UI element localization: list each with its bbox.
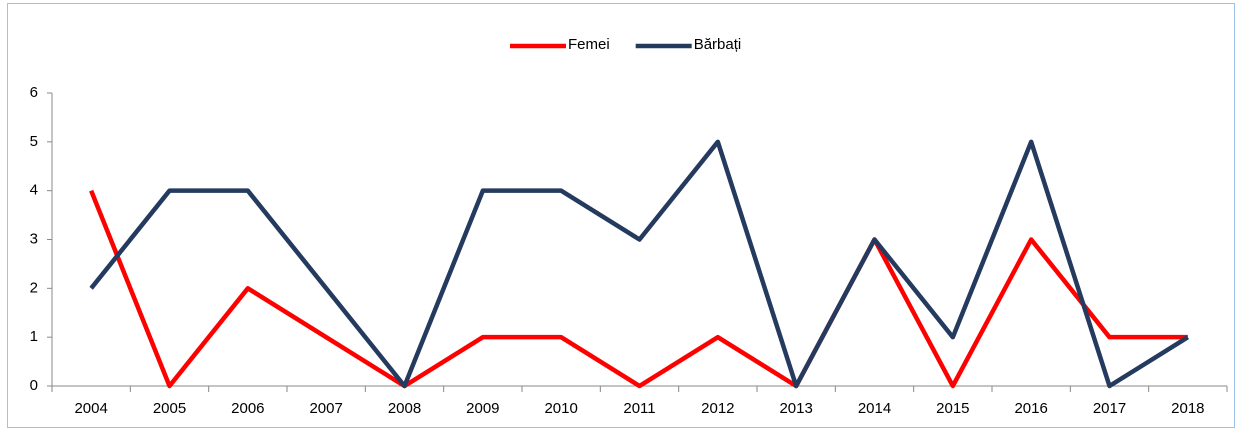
x-tick-label: 2006 (231, 400, 264, 417)
series-line (89, 189, 1188, 389)
legend-label: Bărbați (694, 36, 742, 53)
y-tick-label: 0 (30, 377, 38, 394)
legend-label: Femei (568, 36, 610, 53)
series-line (89, 139, 1190, 389)
x-tick-label: 2011 (623, 400, 655, 417)
chart-frame (7, 3, 1235, 428)
y-tick-label: 6 (30, 84, 38, 101)
x-tick-label: 2008 (388, 400, 421, 417)
x-tick-label: 2007 (309, 400, 342, 417)
x-tick-label: 2016 (1014, 400, 1047, 417)
x-tick-label: 2018 (1171, 400, 1204, 417)
x-tick-label: 2014 (858, 400, 891, 417)
x-tick-label: 2012 (701, 400, 734, 417)
x-tick-label: 2015 (936, 400, 969, 417)
y-tick-label: 2 (30, 279, 38, 296)
x-tick-label: 2013 (779, 400, 812, 417)
x-tick-label: 2004 (74, 400, 107, 417)
y-tick-label: 3 (30, 230, 38, 247)
x-tick-label: 2010 (544, 400, 577, 417)
y-tick-label: 4 (30, 182, 38, 199)
y-tick-label: 5 (30, 133, 38, 150)
x-tick-label: 2009 (466, 400, 499, 417)
x-tick-label: 2005 (153, 400, 186, 417)
x-tick-label: 2017 (1093, 400, 1126, 417)
y-tick-label: 1 (30, 328, 38, 345)
